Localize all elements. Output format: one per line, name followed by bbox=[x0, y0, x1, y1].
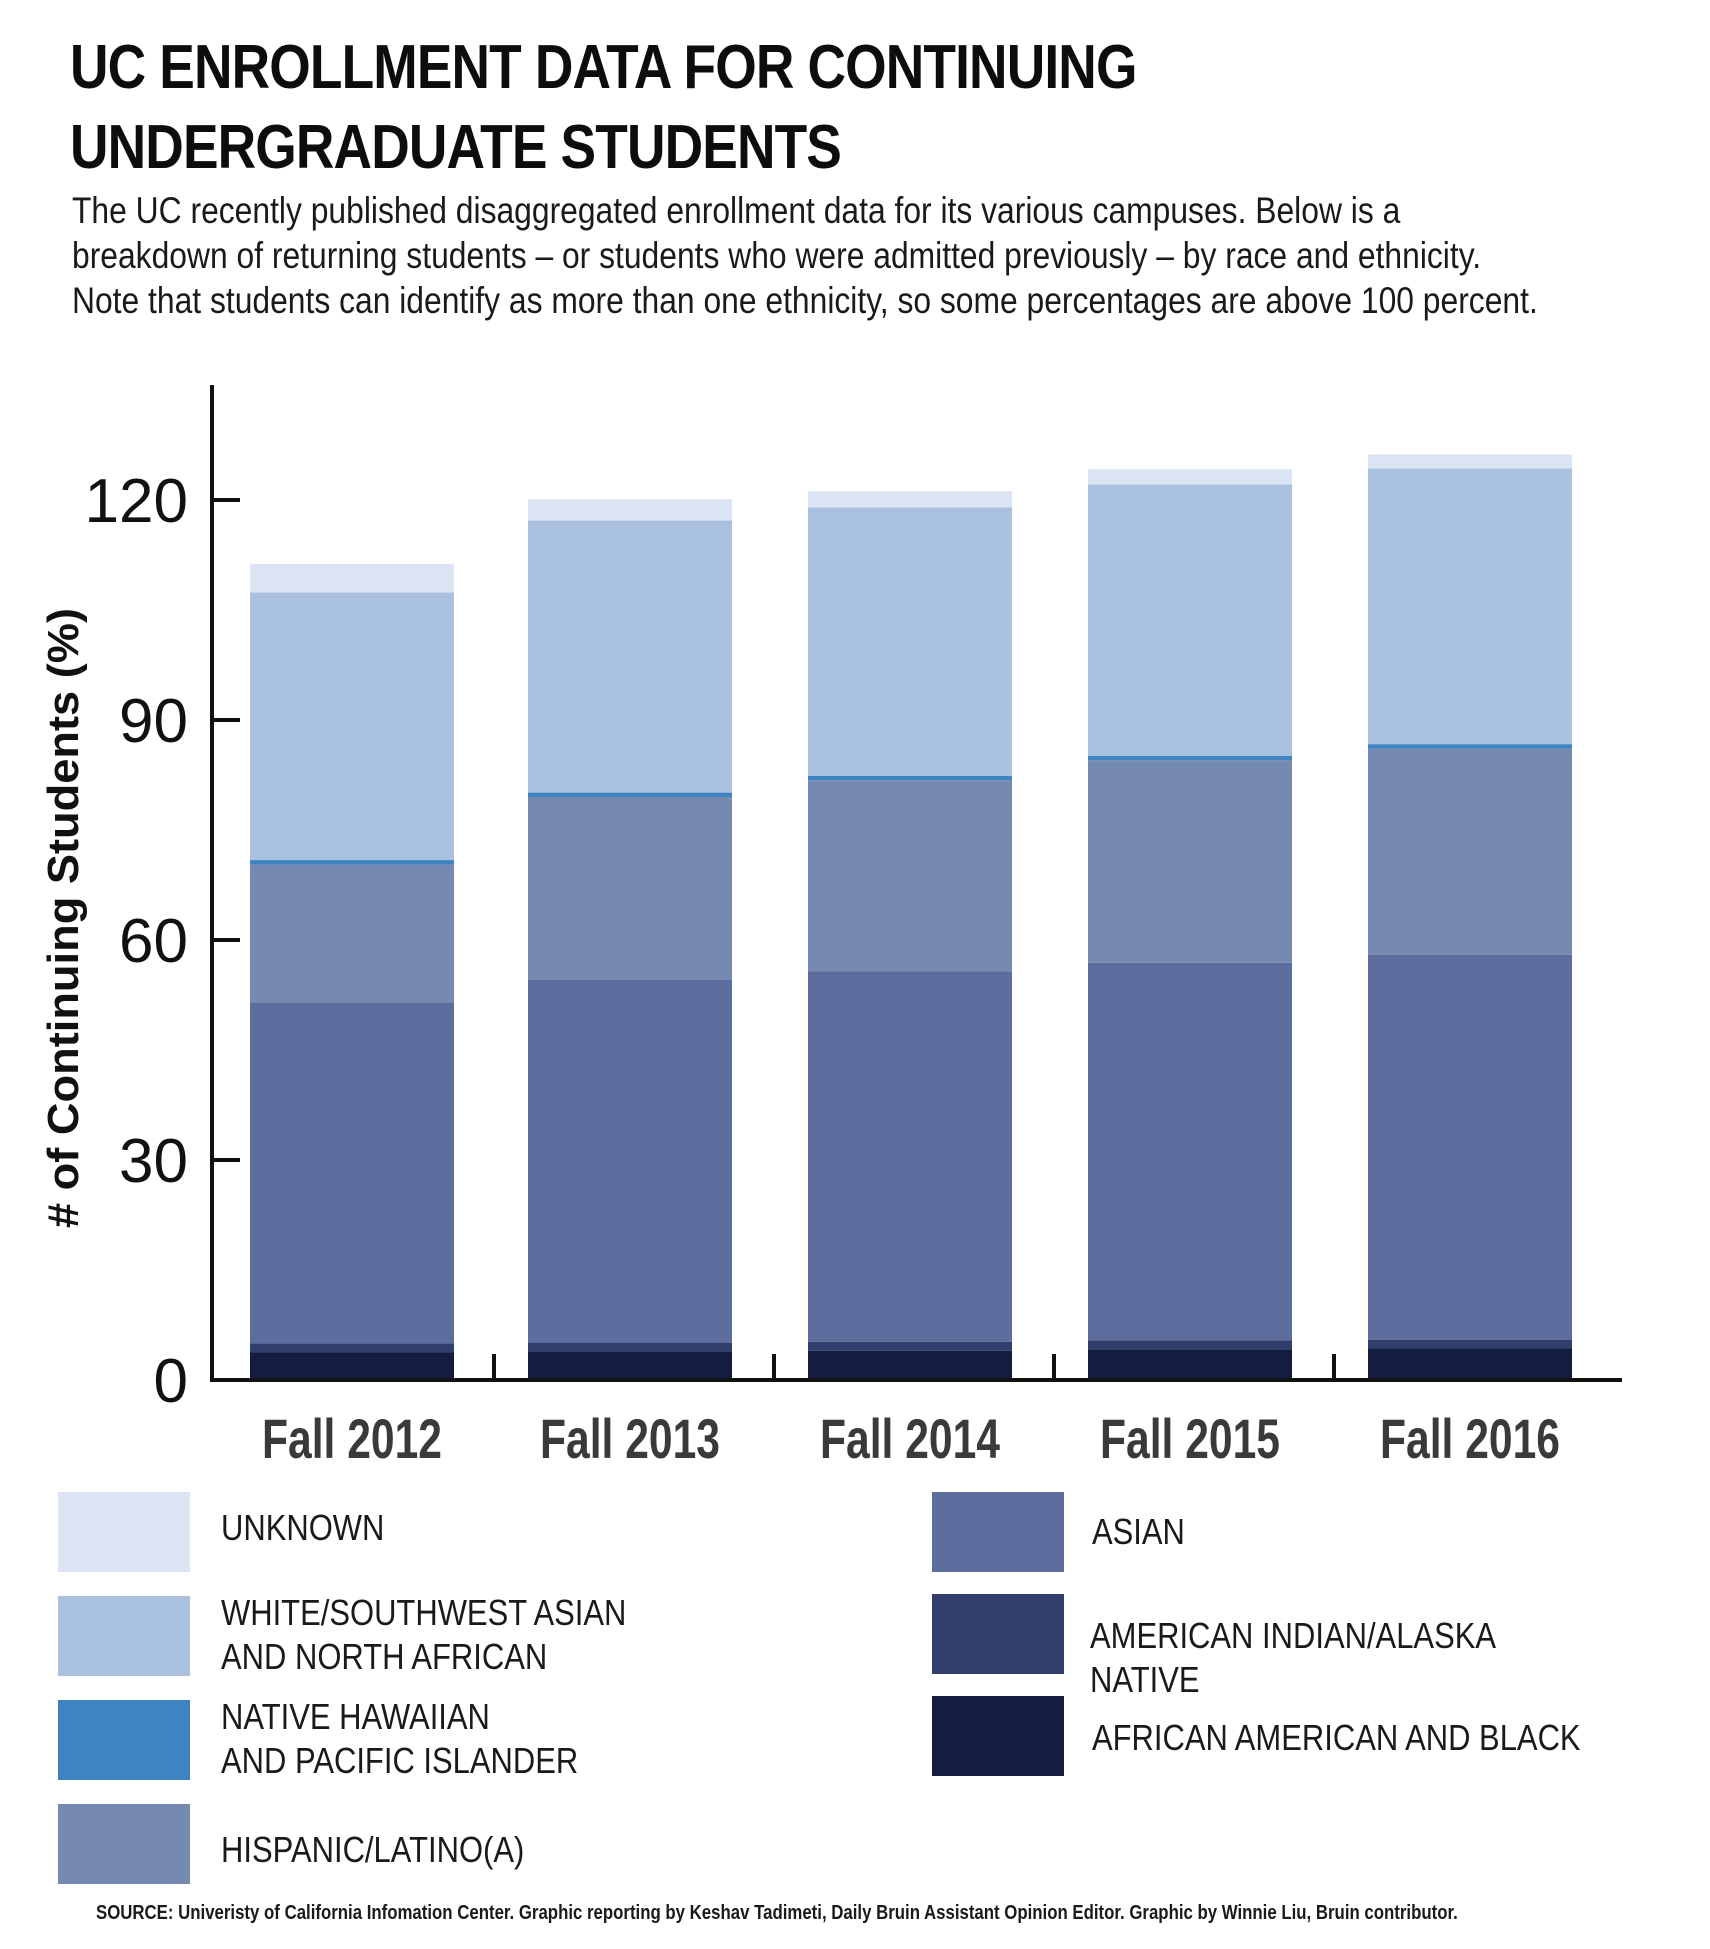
y-tick-label: 60 bbox=[119, 907, 188, 976]
bar-fall-2016-series-3 bbox=[1368, 748, 1572, 955]
bar-fall-2015-series-2 bbox=[1088, 962, 1292, 1341]
legend-label: HISPANIC/LATINO(A) bbox=[221, 1829, 525, 1870]
y-axis-ticks: 0 30 60 90 120 bbox=[85, 467, 240, 1416]
bar-fall-2015-series-6 bbox=[1088, 469, 1292, 485]
legend-label: ASIAN bbox=[1092, 1511, 1185, 1552]
legend-swatch bbox=[932, 1594, 1064, 1674]
chart-title: UC ENROLLMENT DATA FOR CONTINUING UNDERG… bbox=[70, 33, 1137, 182]
bar-fall-2016-series-4 bbox=[1368, 744, 1572, 749]
legend-swatch bbox=[932, 1696, 1064, 1776]
bar-fall-2015-series-0 bbox=[1088, 1349, 1292, 1380]
bar-fall-2016-series-2 bbox=[1368, 954, 1572, 1340]
bar-fall-2014-series-5 bbox=[808, 507, 1012, 776]
y-tick-label: 30 bbox=[119, 1127, 188, 1196]
bar-fall-2014-series-3 bbox=[808, 780, 1012, 972]
x-axis-ticks: Fall 2012 Fall 2013 Fall 2014 Fall 2015 Fall… bbox=[262, 1354, 1560, 1470]
x-tick-label: Fall 2015 bbox=[1100, 1407, 1280, 1470]
bar-fall-2012-series-1 bbox=[250, 1343, 454, 1353]
bar-fall-2013-series-4 bbox=[528, 792, 732, 797]
y-axis-label: # of Continuing Students (%) bbox=[39, 608, 88, 1228]
bar-fall-2013-series-0 bbox=[528, 1351, 732, 1380]
bar-fall-2012-series-0 bbox=[250, 1352, 454, 1380]
bar-fall-2016-series-1 bbox=[1368, 1339, 1572, 1349]
bar-fall-2014-series-2 bbox=[808, 971, 1012, 1342]
y-tick-label: 0 bbox=[154, 1347, 188, 1416]
bar-fall-2014-series-0 bbox=[808, 1350, 1012, 1380]
bar-fall-2014-series-6 bbox=[808, 491, 1012, 508]
bar-fall-2015-series-3 bbox=[1088, 760, 1292, 963]
bar-fall-2012-series-5 bbox=[250, 592, 454, 861]
x-tick-label: Fall 2013 bbox=[540, 1407, 720, 1470]
legend-label: UNKNOWN bbox=[221, 1507, 385, 1548]
source-credit: SOURCE: Univeristy of California Infomat… bbox=[96, 1902, 1458, 1924]
bar-fall-2013-series-5 bbox=[528, 520, 732, 793]
bar-fall-2015-series-4 bbox=[1088, 755, 1292, 761]
bar-fall-2014-series-4 bbox=[808, 775, 1012, 781]
bar-fall-2012-series-4 bbox=[250, 860, 454, 865]
bar-fall-2015-series-1 bbox=[1088, 1340, 1292, 1350]
x-tick-label: Fall 2014 bbox=[820, 1407, 1000, 1470]
bar-fall-2013-series-6 bbox=[528, 499, 732, 521]
bar-fall-2015-series-5 bbox=[1088, 484, 1292, 756]
legend-swatch bbox=[58, 1804, 190, 1884]
bar-fall-2016-series-6 bbox=[1368, 454, 1572, 469]
bar-fall-2013-series-1 bbox=[528, 1342, 732, 1352]
legend-swatch bbox=[932, 1492, 1064, 1572]
bar-fall-2012-series-2 bbox=[250, 1002, 454, 1344]
bar-fall-2012-series-6 bbox=[250, 563, 454, 593]
bars-group bbox=[250, 454, 1572, 1380]
x-tick-label: Fall 2016 bbox=[1380, 1407, 1560, 1470]
legend-swatch bbox=[58, 1596, 190, 1676]
y-tick-label: 90 bbox=[119, 687, 188, 756]
y-tick-label: 120 bbox=[85, 467, 188, 536]
chart-subtitle: The UC recently published disaggregated … bbox=[72, 190, 1538, 321]
legend-label: WHITE/SOUTHWEST ASIAN AND NORTH AFRICAN bbox=[221, 1592, 627, 1677]
bar-fall-2016-series-5 bbox=[1368, 468, 1572, 745]
x-tick-label: Fall 2012 bbox=[262, 1407, 442, 1470]
legend-label: NATIVE HAWAIIAN AND PACIFIC ISLANDER bbox=[221, 1696, 579, 1781]
legend-swatch bbox=[58, 1700, 190, 1780]
bar-fall-2013-series-3 bbox=[528, 797, 732, 980]
bar-fall-2016-series-0 bbox=[1368, 1348, 1572, 1380]
legend-label: AFRICAN AMERICAN AND BLACK bbox=[1092, 1717, 1581, 1758]
bar-fall-2014-series-1 bbox=[808, 1341, 1012, 1351]
bar-fall-2013-series-2 bbox=[528, 979, 732, 1343]
legend-swatch bbox=[58, 1492, 190, 1572]
legend-label: AMERICAN INDIAN/ALASKA NATIVE bbox=[1090, 1615, 1495, 1700]
bar-fall-2012-series-3 bbox=[250, 864, 454, 1003]
